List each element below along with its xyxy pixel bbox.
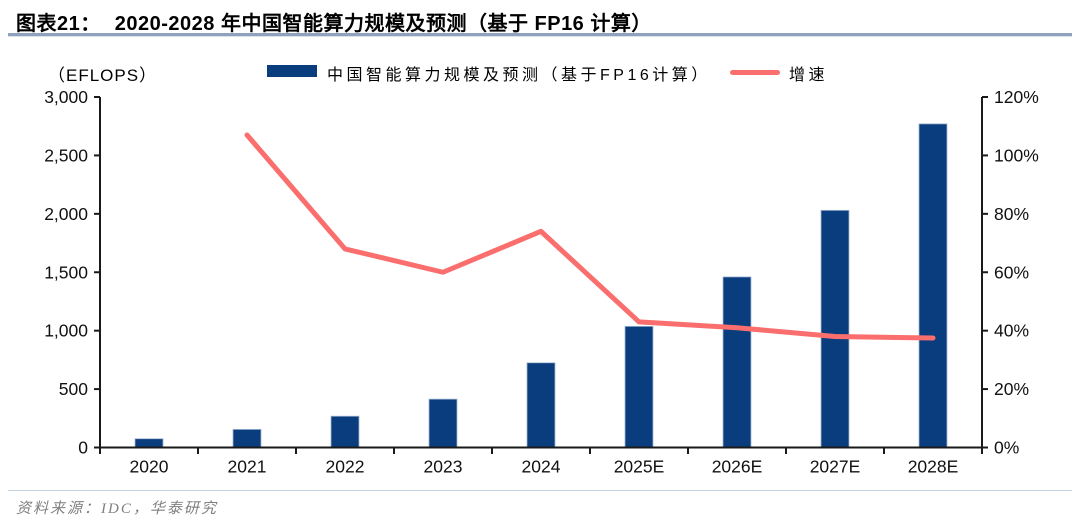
x-axis-label: 2026E: [712, 457, 763, 477]
figure-title: 图表21： 2020-2028 年中国智能算力规模及预测（基于 FP16 计算）: [16, 7, 652, 36]
legend-line-label: 增速: [789, 67, 829, 84]
left-axis-unit-label: （EFLOPS）: [48, 66, 158, 85]
bar-2024: [526, 362, 556, 448]
left-axis-tick-label: 2,000: [44, 204, 88, 224]
bar-2026E: [722, 276, 752, 448]
x-axis-label: 2023: [424, 457, 463, 477]
right-axis-tick-label: 80%: [994, 204, 1029, 224]
source-divider: [8, 490, 1072, 491]
figure-title-text: 2020-2028 年中国智能算力规模及预测（基于 FP16 计算）: [114, 13, 652, 35]
x-axis-label: 2025E: [614, 457, 665, 477]
legend-bar-label: 中国智能算力规模及预测（基于FP16计算）: [327, 67, 711, 84]
growth-line: [244, 132, 936, 341]
x-axis-label: 2024: [522, 457, 561, 477]
title-divider: [8, 33, 1072, 37]
bar-2025E: [624, 325, 654, 448]
bar-2028E: [918, 123, 948, 448]
source-text: 资料来源：IDC，华泰研究: [16, 501, 218, 517]
right-axis-tick-label: 60%: [994, 262, 1029, 282]
right-axis-tick-label: 40%: [994, 321, 1029, 341]
right-axis-tick-label: 120%: [994, 87, 1039, 107]
right-axis-tick-label: 100%: [994, 145, 1039, 165]
bar-2022: [330, 415, 360, 448]
x-axis-label: 2021: [228, 457, 267, 477]
left-axis-tick-label: 0: [78, 438, 88, 458]
legend-line-swatch: [730, 70, 780, 75]
left-axis-tick-label: 2,500: [44, 145, 88, 165]
figure-number: 图表21：: [16, 13, 101, 35]
x-axis-label: 2027E: [810, 457, 861, 477]
left-axis-tick-label: 500: [59, 379, 88, 399]
bar-2021: [232, 428, 262, 448]
left-axis-tick-label: 1,500: [44, 262, 88, 282]
x-axis-label: 2022: [326, 457, 365, 477]
bar-2023: [428, 398, 458, 448]
right-axis-tick-label: 20%: [994, 379, 1029, 399]
left-axis-tick-label: 1,000: [44, 321, 88, 341]
left-axis-tick-label: 3,000: [44, 87, 88, 107]
right-axis-tick-label: 0%: [994, 438, 1019, 458]
x-axis-label: 2020: [130, 457, 169, 477]
legend-bar-swatch: [267, 65, 317, 77]
x-axis-label: 2028E: [908, 457, 959, 477]
bar-2020: [134, 438, 164, 448]
bar-2027E: [820, 209, 850, 448]
